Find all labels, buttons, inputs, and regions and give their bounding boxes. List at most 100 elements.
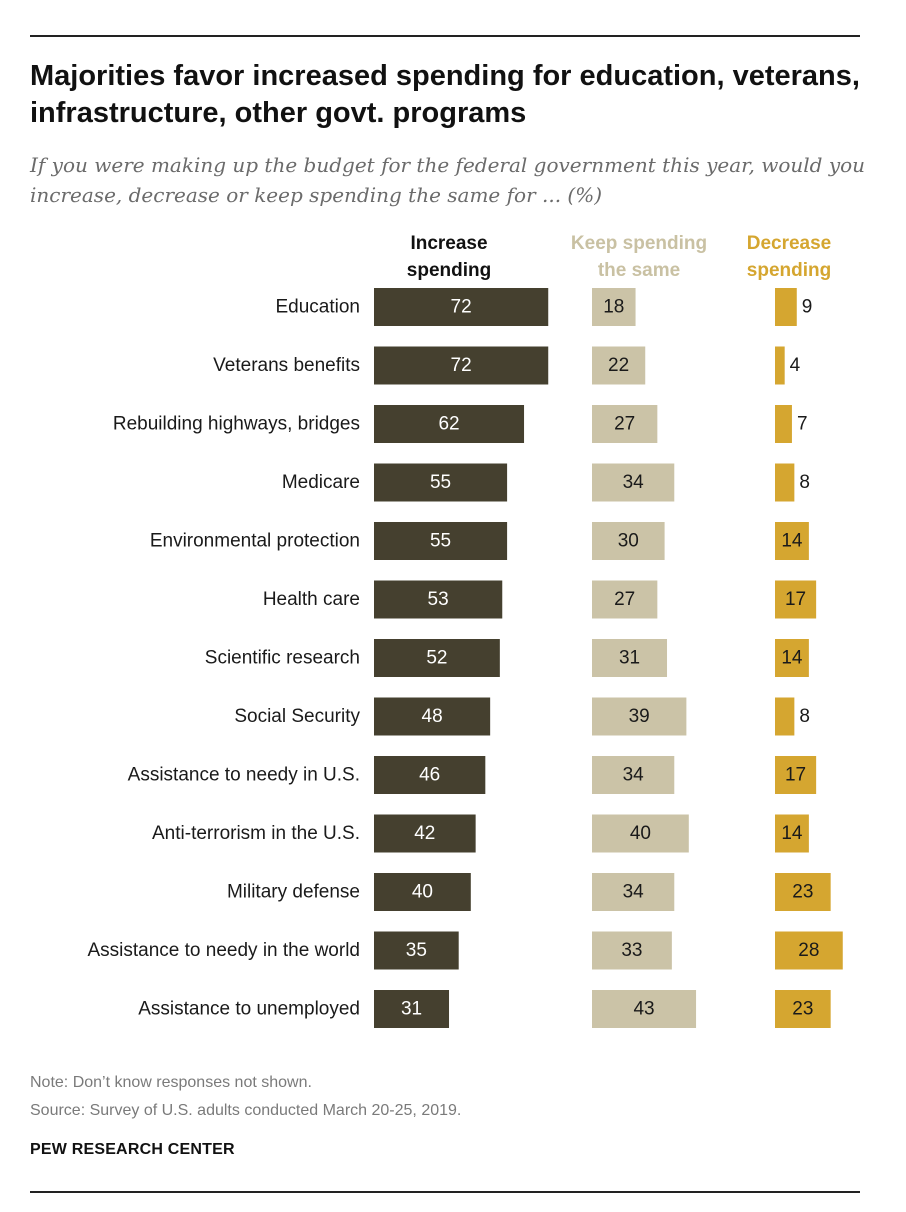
bar-increase xyxy=(374,405,525,443)
bar-keep xyxy=(592,463,675,502)
bar-decrease xyxy=(775,522,809,560)
column-header-increase-line2: spending xyxy=(406,260,492,281)
bar-keep xyxy=(592,931,672,970)
bar-decrease xyxy=(775,814,809,853)
chart-title: Majorities favor increased spending for … xyxy=(30,60,860,129)
bar-keep xyxy=(592,580,658,619)
top-rule xyxy=(30,35,860,37)
bar-keep xyxy=(592,522,665,560)
data-label-keep: 43 xyxy=(633,999,654,1020)
data-label-keep: 39 xyxy=(629,706,650,727)
column-header-decrease-line2: spending xyxy=(746,260,832,281)
data-label-decrease: 9 xyxy=(802,297,813,318)
data-label-decrease: 14 xyxy=(781,531,803,552)
category-label: Veterans benefits xyxy=(213,355,360,376)
data-label-decrease: 28 xyxy=(798,940,819,961)
category-label: Assistance to needy in U.S. xyxy=(128,765,360,786)
bar-keep xyxy=(592,814,689,853)
data-label-keep: 34 xyxy=(623,765,645,786)
bar-increase xyxy=(374,463,508,502)
bar-keep xyxy=(592,697,687,736)
column-header-increase: Increase spending xyxy=(374,230,524,284)
bar-increase xyxy=(374,522,508,560)
bar-keep xyxy=(592,873,675,911)
bar-keep xyxy=(592,346,646,385)
data-label-increase: 55 xyxy=(430,472,451,493)
bottom-rule xyxy=(30,1191,860,1193)
data-label-keep: 18 xyxy=(603,297,624,318)
column-header-keep-line1: Keep spending xyxy=(570,233,708,254)
data-label-increase: 35 xyxy=(406,940,427,961)
category-label: Rebuilding highways, bridges xyxy=(113,414,360,435)
bar-decrease xyxy=(775,639,809,677)
brand-name: PEW RESEARCH CENTER xyxy=(30,1141,235,1158)
bar-increase xyxy=(374,346,549,385)
data-label-keep: 27 xyxy=(614,589,635,610)
data-label-increase: 72 xyxy=(451,297,472,318)
bar-increase xyxy=(374,288,549,326)
bar-keep xyxy=(592,990,697,1028)
data-label-increase: 48 xyxy=(422,706,443,727)
data-label-increase: 53 xyxy=(428,589,449,610)
category-label: Medicare xyxy=(282,472,360,493)
category-label: Scientific research xyxy=(205,648,360,669)
bar-decrease xyxy=(775,756,817,794)
data-label-decrease: 8 xyxy=(799,706,810,727)
category-label: Assistance to needy in the world xyxy=(88,940,361,961)
bar-increase xyxy=(374,580,503,619)
bar-chart: Education 72 18 9 Veterans benefits 72 22 4 Rebu… xyxy=(88,288,843,1028)
category-label: Health care xyxy=(263,589,360,610)
column-header-decrease-line1: Decrease xyxy=(746,233,832,254)
bar-decrease xyxy=(775,931,843,970)
data-label-decrease: 4 xyxy=(790,355,801,376)
data-label-keep: 33 xyxy=(621,940,642,961)
data-label-increase: 42 xyxy=(414,823,435,844)
data-label-increase: 31 xyxy=(401,999,422,1020)
chart-subtitle: If you were making up the budget for the… xyxy=(30,153,866,207)
bar-keep xyxy=(592,288,636,326)
bar-increase xyxy=(374,756,486,794)
data-label-increase: 62 xyxy=(438,414,459,435)
category-label: Social Security xyxy=(234,706,360,727)
bar-increase xyxy=(374,931,459,970)
data-label-increase: 40 xyxy=(412,882,433,903)
category-label: Anti-terrorism in the U.S. xyxy=(152,823,360,844)
category-label: Assistance to unemployed xyxy=(138,999,360,1020)
bar-decrease xyxy=(775,463,795,502)
category-label: Environmental protection xyxy=(150,531,360,552)
category-label: Military defense xyxy=(227,882,360,903)
column-header-keep: Keep spending the same xyxy=(553,230,725,284)
data-label-increase: 72 xyxy=(451,355,472,376)
data-label-keep: 34 xyxy=(623,882,645,903)
bar-keep xyxy=(592,756,675,794)
data-label-decrease: 14 xyxy=(781,648,803,669)
data-label-keep: 34 xyxy=(623,472,645,493)
data-label-keep: 31 xyxy=(619,648,640,669)
data-label-keep: 27 xyxy=(614,414,635,435)
bar-increase xyxy=(374,639,500,677)
data-label-keep: 22 xyxy=(608,355,629,376)
data-label-decrease: 17 xyxy=(785,589,806,610)
bar-decrease xyxy=(775,346,785,385)
bar-increase xyxy=(374,697,491,736)
data-label-increase: 55 xyxy=(430,531,451,552)
bar-keep xyxy=(592,639,668,677)
column-header-decrease: Decrease spending xyxy=(730,230,848,284)
data-label-decrease: 17 xyxy=(785,765,806,786)
data-label-keep: 30 xyxy=(618,531,639,552)
bar-increase xyxy=(374,873,471,911)
column-header-keep-line2: the same xyxy=(597,260,681,281)
bar-increase xyxy=(374,814,476,853)
data-label-decrease: 23 xyxy=(792,882,813,903)
data-label-decrease: 14 xyxy=(781,823,803,844)
data-label-increase: 46 xyxy=(419,765,440,786)
bar-decrease xyxy=(775,697,795,736)
data-label-decrease: 8 xyxy=(799,472,810,493)
bar-decrease xyxy=(775,580,817,619)
bar-keep xyxy=(592,405,658,443)
category-label: Education xyxy=(275,297,360,318)
bar-increase xyxy=(374,990,450,1028)
column-header-increase-line1: Increase xyxy=(410,233,488,254)
data-label-increase: 52 xyxy=(426,648,447,669)
bar-decrease xyxy=(775,873,831,911)
